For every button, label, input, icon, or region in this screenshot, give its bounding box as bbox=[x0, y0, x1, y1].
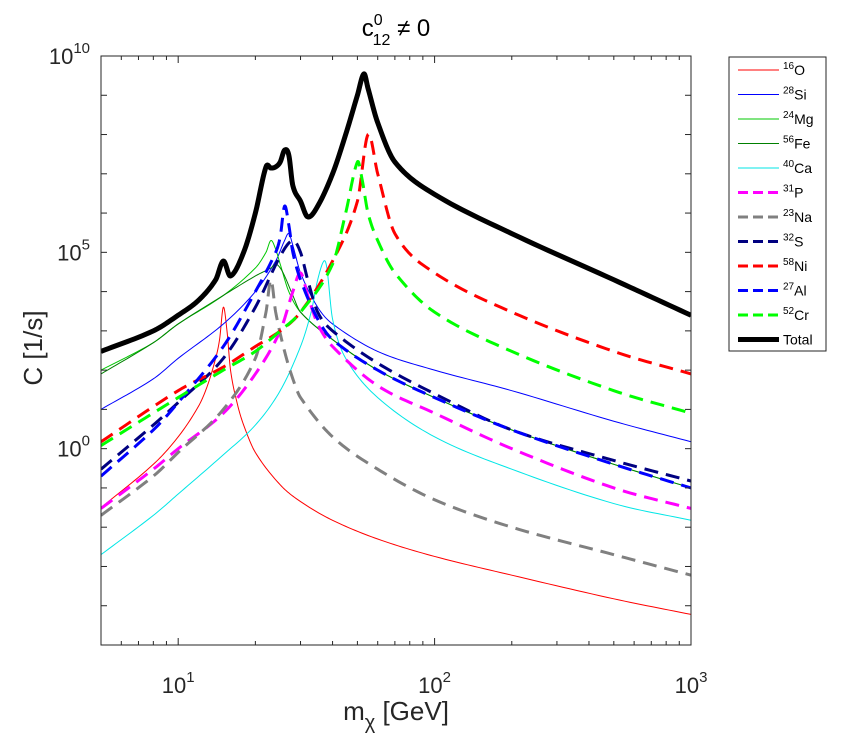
legend-label-40ca: 40Ca bbox=[783, 159, 812, 176]
series-line-total bbox=[101, 71, 691, 354]
legend-label-32s: 32S bbox=[783, 233, 803, 250]
legend-label-16o: 16O bbox=[783, 61, 805, 78]
series-layer bbox=[101, 71, 691, 615]
y-tick-label: 1010 bbox=[49, 40, 90, 69]
legend-label-31p: 31P bbox=[783, 184, 803, 201]
series-line-52cr bbox=[101, 159, 691, 447]
y-axis-label: C [1/s] bbox=[18, 310, 48, 385]
legend-box bbox=[728, 56, 827, 352]
legend-label-27al: 27Al bbox=[783, 282, 807, 299]
ticks-layer: 101 102 103 100 105 1010 bbox=[49, 40, 708, 698]
plot-area bbox=[101, 56, 691, 645]
series-line-23na bbox=[101, 278, 691, 577]
series-line-40ca bbox=[101, 260, 691, 556]
x-tick-label: 101 bbox=[162, 669, 195, 698]
x-tick-label: 103 bbox=[675, 669, 708, 698]
plot-frame bbox=[100, 55, 692, 646]
x-tick-label: 102 bbox=[418, 669, 451, 698]
legend-label-58ni: 58Ni bbox=[783, 257, 807, 274]
legend-label-total: Total bbox=[783, 332, 813, 348]
series-line-16o bbox=[101, 306, 691, 615]
x-axis-label: mχ [GeV] bbox=[343, 696, 449, 733]
legend-label-28si: 28Si bbox=[783, 86, 807, 103]
legend: 16O 28Si 24Mg 56Fe 40Ca 31P 23Na 32S 58Ni 27Al 52C… bbox=[738, 61, 814, 348]
legend-label-24mg: 24Mg bbox=[783, 110, 814, 127]
legend-label-56fe: 56Fe bbox=[783, 135, 811, 152]
legend-label-52cr: 52Cr bbox=[783, 306, 809, 323]
series-line-58ni bbox=[101, 132, 691, 443]
series-line-32s bbox=[101, 239, 691, 483]
legend-label-23na: 23Na bbox=[783, 208, 812, 225]
y-tick-label: 100 bbox=[57, 433, 90, 462]
y-tick-label: 105 bbox=[57, 236, 90, 265]
chart-title: c0 12 ≠ 0 bbox=[362, 12, 431, 49]
series-line-27al bbox=[101, 204, 691, 490]
